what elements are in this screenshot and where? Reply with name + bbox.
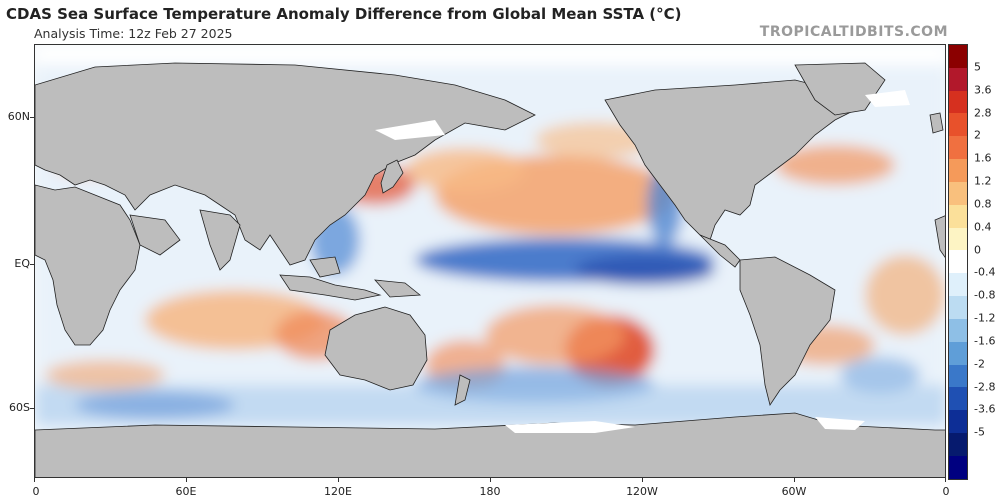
lon-label-0: 0 xyxy=(32,485,40,498)
lon-tick xyxy=(794,478,795,482)
colorbar-label: 0.8 xyxy=(974,197,992,211)
lat-tick xyxy=(30,117,34,118)
landmass-africa-west xyxy=(934,215,945,258)
colorbar-cell xyxy=(949,296,967,319)
landmass-greenland xyxy=(794,62,886,116)
sst-anomaly-map xyxy=(34,44,946,478)
colorbar-cell xyxy=(949,181,967,205)
colorbar-cell xyxy=(949,341,967,365)
colorbar-label: 0 xyxy=(974,243,981,257)
landmass-eurasia xyxy=(35,62,536,266)
landmass-borneo xyxy=(309,256,341,278)
lon-tick xyxy=(945,478,946,482)
colorbar-cell xyxy=(949,433,967,456)
colorbar-cell xyxy=(949,113,967,137)
colorbar xyxy=(948,44,968,480)
lon-label-120e: 120E xyxy=(324,485,352,498)
colorbar-label: 0.4 xyxy=(974,220,992,234)
landmass-indonesia xyxy=(279,274,382,301)
lon-label-120w: 120W xyxy=(626,485,658,498)
colorbar-cell xyxy=(949,387,967,411)
lon-tick xyxy=(338,478,339,482)
colorbar-cell xyxy=(949,410,967,434)
colorbar-label: -1.6 xyxy=(974,334,996,348)
colorbar-cell xyxy=(949,90,967,114)
site-credit: TROPICALTIDBITS.COM xyxy=(759,24,948,40)
landmass-central-america xyxy=(699,234,741,268)
landmass-antarctica xyxy=(35,412,945,477)
colorbar-cell xyxy=(949,136,967,160)
colorbar-cell xyxy=(949,227,967,251)
landmass-uk xyxy=(929,112,944,134)
lon-tick xyxy=(642,478,643,482)
sea-ice xyxy=(375,90,910,433)
landmass-arabia xyxy=(129,214,181,256)
landmass-japan xyxy=(380,159,404,194)
colorbar-cell xyxy=(949,204,967,228)
lon-label-60e: 60E xyxy=(175,485,197,498)
colorbar-label: -0.4 xyxy=(974,265,996,279)
map-title: CDAS Sea Surface Temperature Anomaly Dif… xyxy=(6,5,682,23)
colorbar-label: 2 xyxy=(974,128,981,142)
landmass-australia xyxy=(324,306,428,391)
colorbar-cell xyxy=(949,364,967,388)
lat-tick xyxy=(30,264,34,265)
lon-label-180: 180 xyxy=(479,485,501,498)
map-canvas xyxy=(35,45,945,477)
landmass-new-guinea xyxy=(374,279,422,298)
colorbar-label: 2.8 xyxy=(974,106,992,120)
lon-label-60w: 60W xyxy=(781,485,807,498)
colorbar-cell xyxy=(949,45,967,68)
lat-tick xyxy=(30,408,34,409)
colorbar-label: -2.8 xyxy=(974,380,996,394)
landmass-south-america xyxy=(739,256,836,406)
colorbar-label: -0.8 xyxy=(974,288,996,302)
land-masses xyxy=(35,62,945,477)
colorbar-cell xyxy=(949,273,967,297)
lat-label-eq: EQ xyxy=(14,257,30,270)
colorbar-cell xyxy=(949,159,967,182)
colorbar-cell xyxy=(949,67,967,91)
colorbar-cell xyxy=(949,250,967,274)
lon-tick xyxy=(490,478,491,482)
colorbar-label: 1.2 xyxy=(974,174,992,188)
lon-tick xyxy=(186,478,187,482)
lat-label-60n: 60N xyxy=(7,110,30,123)
colorbar-label: -1.2 xyxy=(974,311,996,325)
colorbar-label: -5 xyxy=(974,425,985,439)
landmass-india xyxy=(199,209,241,271)
colorbar-label: -3.6 xyxy=(974,402,996,416)
landmass-new-zealand xyxy=(454,374,471,406)
colorbar-label: -2 xyxy=(974,357,985,371)
lat-label-60s: 60S xyxy=(9,401,30,414)
landmass-africa xyxy=(35,184,141,346)
colorbar-label: 1.6 xyxy=(974,151,992,165)
analysis-time: Analysis Time: 12z Feb 27 2025 xyxy=(34,26,233,41)
lon-label-0-east: 0 xyxy=(942,485,950,498)
colorbar-label: 3.6 xyxy=(974,83,992,97)
colorbar-cell xyxy=(949,455,967,479)
colorbar-label: 5 xyxy=(974,60,981,74)
lon-tick xyxy=(34,478,35,482)
colorbar-cell xyxy=(949,318,967,342)
